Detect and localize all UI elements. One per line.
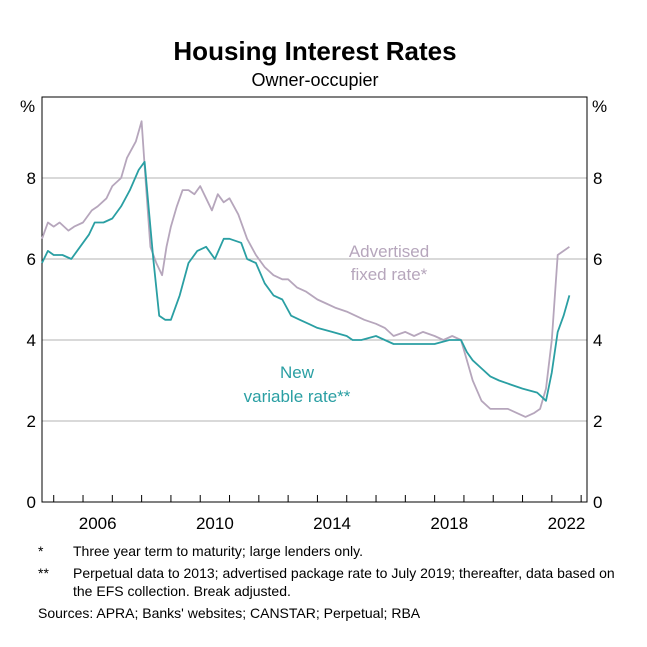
footnote-1: * Three year term to maturity; large len… xyxy=(38,542,628,560)
tick-marks xyxy=(53,495,582,502)
x-tick-label: 2010 xyxy=(196,514,234,533)
gridlines xyxy=(42,177,587,422)
chart-subtitle: Owner-occupier xyxy=(251,70,378,90)
variable-rate-line xyxy=(41,160,571,402)
y-tick-label-left: 4 xyxy=(27,331,36,350)
footnote-mark: * xyxy=(38,543,44,559)
y-tick-label-right: 2 xyxy=(593,412,602,431)
fixed-rate-label: fixed rate* xyxy=(351,265,428,284)
footnote-text: Three year term to maturity; large lende… xyxy=(73,543,363,559)
footnote-text: Perpetual data to 2013; advertised packa… xyxy=(73,565,615,599)
sources-note: Sources: APRA; Banks' websites; CANSTAR;… xyxy=(38,605,421,621)
y-tick-label-left: 2 xyxy=(27,412,36,431)
footnotes: * Three year term to maturity; large len… xyxy=(38,542,628,622)
y-tick-label-left: 6 xyxy=(27,250,36,269)
right-unit-label: % xyxy=(592,97,607,116)
y-tick-label-right: 6 xyxy=(593,250,602,269)
variable-rate-label: New xyxy=(280,363,315,382)
x-tick-label: 2006 xyxy=(79,514,117,533)
series-group xyxy=(41,120,571,418)
y-tick-label-left: 8 xyxy=(27,169,36,188)
footnote-mark: ** xyxy=(38,565,49,581)
x-tick-label: 2014 xyxy=(313,514,351,533)
footnote-2: ** Perpetual data to 2013; advertised pa… xyxy=(38,564,628,600)
variable-rate-label: variable rate** xyxy=(244,387,351,406)
y-tick-label-right: 4 xyxy=(593,331,602,350)
x-tick-label: 2018 xyxy=(430,514,468,533)
left-unit-label: % xyxy=(20,97,35,116)
series-annotations: Advertised fixed rate* New variable rate** xyxy=(244,242,430,406)
tick-labels: 0 0 2 2 4 4 6 6 8 8 2006 2010 2014 2018 2022 xyxy=(27,169,603,533)
x-tick-label: 2022 xyxy=(548,514,586,533)
fixed-rate-line xyxy=(41,120,570,418)
plot-frame xyxy=(41,96,588,503)
y-tick-label-right: 0 xyxy=(593,493,602,512)
y-tick-label-left: 0 xyxy=(27,493,36,512)
chart-title: Housing Interest Rates xyxy=(173,36,456,66)
y-tick-label-right: 8 xyxy=(593,169,602,188)
fixed-rate-label: Advertised xyxy=(349,242,429,261)
